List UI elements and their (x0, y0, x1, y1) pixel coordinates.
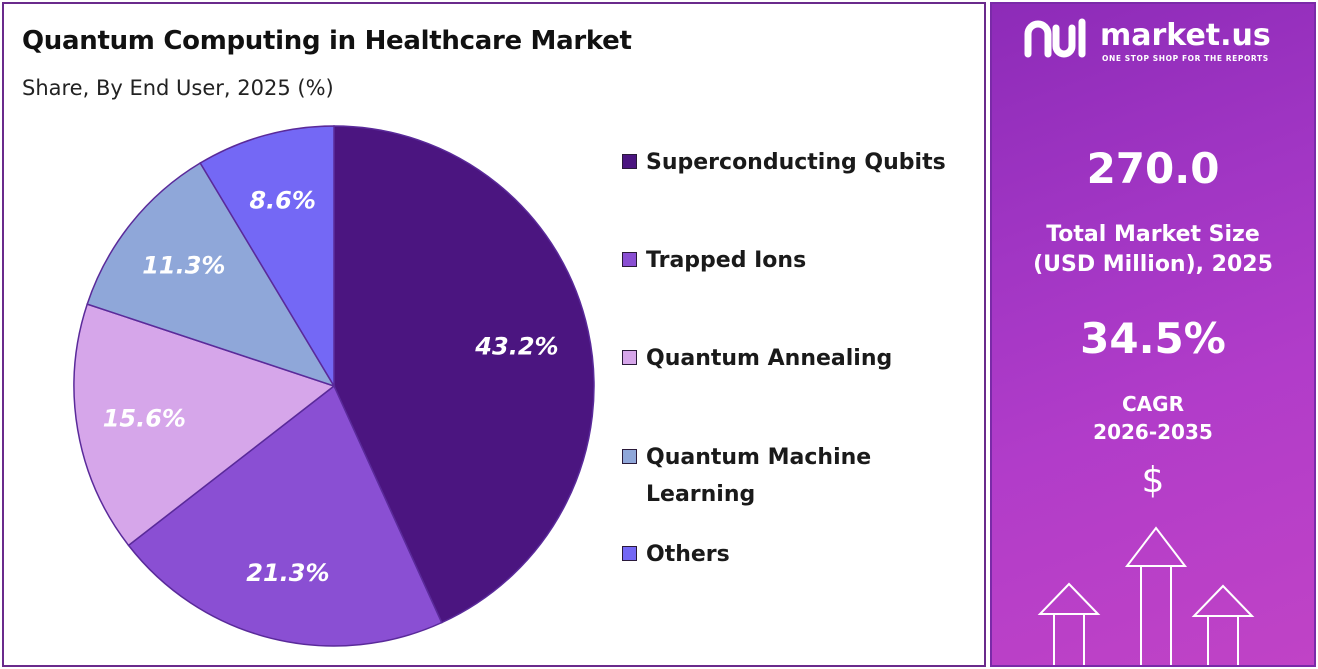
market-size-unit-label: (USD Million), 2025 (1033, 252, 1273, 277)
chart-panel: Quantum Computing in Healthcare Market S… (2, 2, 986, 667)
pie-slice-quantum-annealing (73, 303, 336, 547)
dollar-icon: $ (1141, 460, 1165, 501)
pie-slice-label: 21.3% (246, 559, 329, 587)
pie-slice-label: 11.3% (142, 252, 225, 280)
pie-slice-superconducting-qubits (333, 125, 595, 624)
legend-swatch (622, 449, 637, 464)
legend-item-quantum-annealing: Quantum Annealing (622, 340, 966, 377)
legend-swatch (622, 154, 637, 169)
cagr-value: 34.5% (1080, 314, 1226, 363)
pie-slice-label: 43.2% (474, 332, 558, 360)
legend-swatch (622, 252, 637, 267)
market-us-logo: market.us ONE STOP SHOP FOR THE REPORTS (1022, 16, 1292, 64)
legend-label: Quantum Annealing (646, 346, 893, 371)
legend-item-trapped-ions: Trapped Ions (622, 242, 966, 279)
cagr-label: CAGR (1122, 392, 1184, 416)
growth-arrows-icon (1037, 526, 1255, 665)
chart-title: Quantum Computing in Healthcare Market (22, 26, 632, 56)
chart-subtitle: Share, By End User, 2025 (%) (22, 76, 334, 100)
legend-item-others: Others (622, 536, 966, 573)
market-size-label: Total Market Size (1046, 222, 1260, 247)
pie-slice-quantum-machine-learning (86, 162, 336, 388)
logo-tagline: ONE STOP SHOP FOR THE REPORTS (1102, 54, 1269, 63)
logo-name: market.us (1100, 18, 1271, 53)
legend-swatch (622, 546, 637, 561)
legend-label: Others (646, 542, 730, 567)
pie-slice-label: 8.6% (249, 187, 316, 215)
pie-slice-trapped-ions (127, 384, 443, 647)
legend-label: Superconducting Qubits (646, 150, 946, 175)
legend-label: Quantum Machine Learning (646, 445, 872, 507)
logo-mark-icon (1024, 18, 1086, 58)
legend-item-quantum-machine-learning: Quantum Machine Learning (622, 439, 896, 513)
pie-slice-others (199, 125, 335, 389)
cagr-period: 2026-2035 (1093, 420, 1213, 444)
market-size-value: 270.0 (1086, 144, 1220, 193)
legend-swatch (622, 350, 637, 365)
summary-panel: market.us ONE STOP SHOP FOR THE REPORTS … (990, 2, 1316, 667)
legend-label: Trapped Ions (646, 248, 807, 273)
pie-slice-label: 15.6% (103, 404, 186, 432)
legend-item-superconducting-qubits: Superconducting Qubits (622, 144, 966, 181)
pie-chart: 43.2% 21.3% 15.6% 11.3% 8.6% (73, 125, 595, 647)
